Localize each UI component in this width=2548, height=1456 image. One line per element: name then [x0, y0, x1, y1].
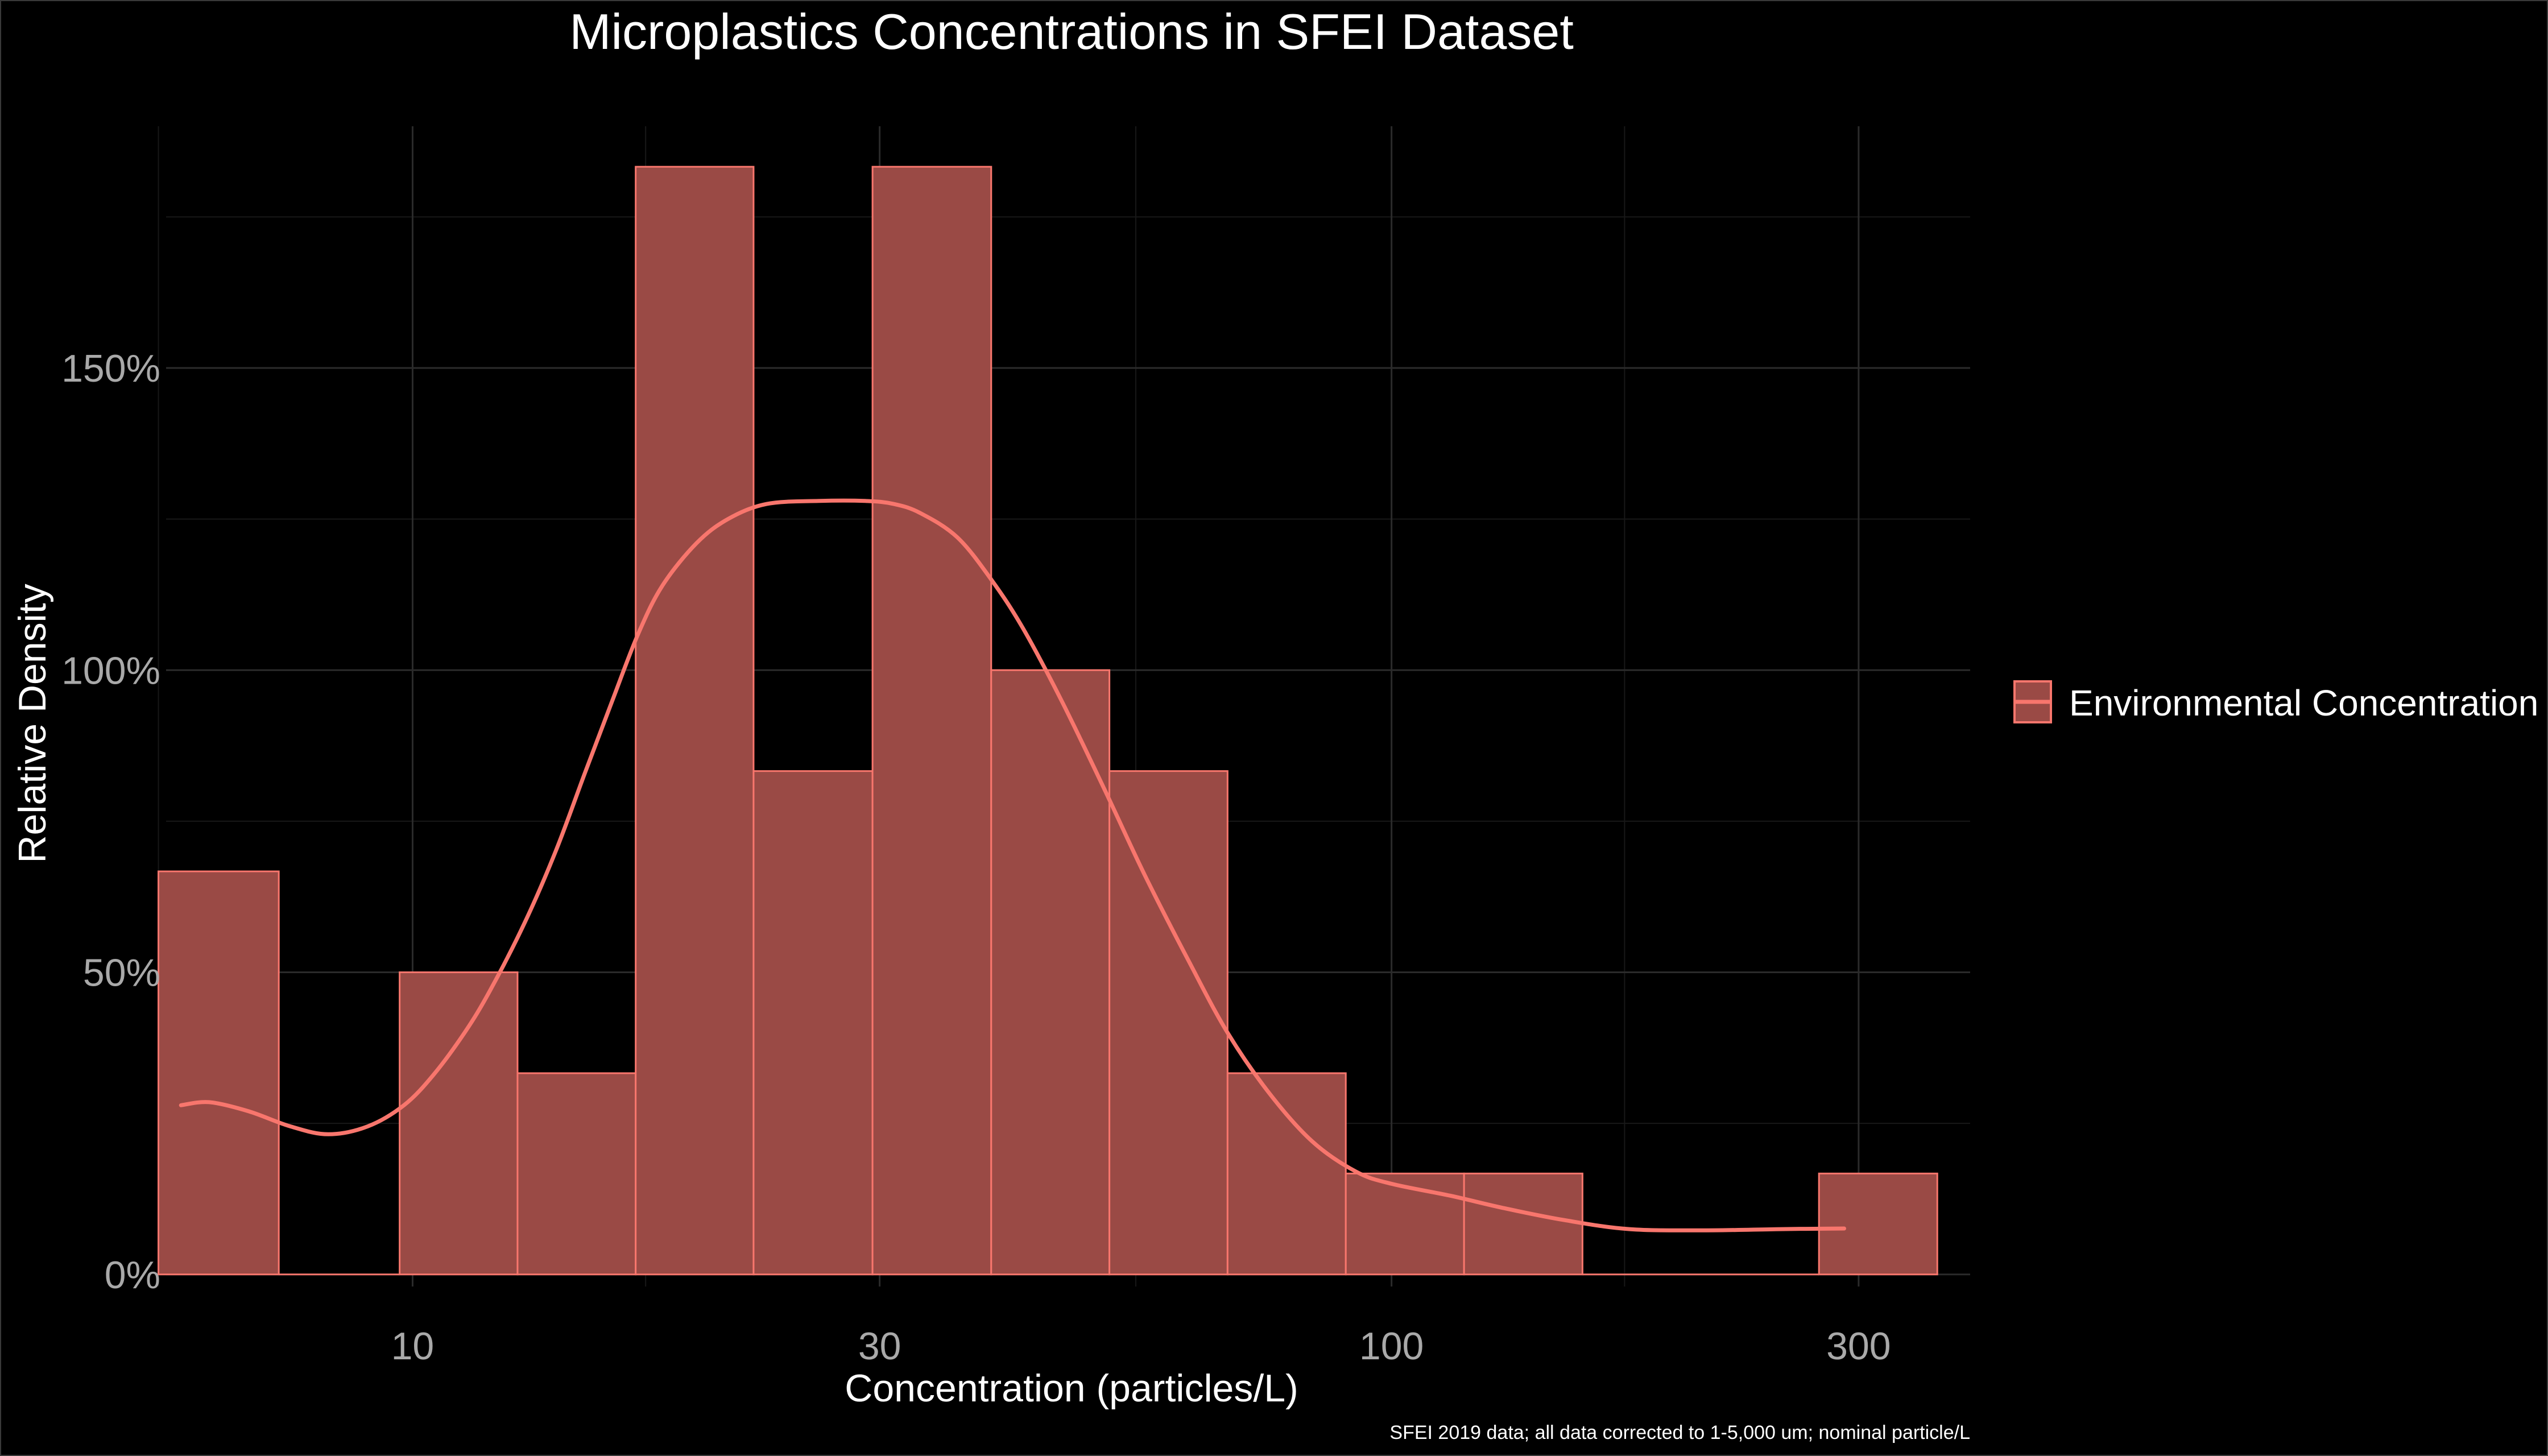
x-axis-tick-labels: 10 30 100 300 [391, 1325, 1891, 1368]
histogram-bars [158, 166, 1938, 1276]
histogram-bar [399, 971, 519, 1276]
x-tick-label: 100 [1359, 1325, 1424, 1368]
y-tick-label: 0% [105, 1254, 160, 1297]
density-curve-layer [179, 498, 1846, 1232]
histogram-bar [752, 770, 874, 1276]
chart-caption: SFEI 2019 data; all data corrected to 1-… [1389, 1422, 1970, 1443]
x-axis-title: Concentration (particles/L) [845, 1367, 1298, 1410]
legend-label: Environmental Concentration [2069, 682, 2538, 723]
histogram-bar [871, 166, 992, 1276]
histogram-bar [516, 1072, 637, 1276]
chart-title: Microplastics Concentrations in SFEI Dat… [569, 3, 1574, 60]
y-tick-label: 50% [83, 952, 160, 995]
histogram-bar [990, 669, 1111, 1276]
density-curve [179, 498, 1846, 1232]
histogram-bar [1818, 1172, 1938, 1276]
histogram-bar [1345, 1172, 1465, 1276]
x-tick-label: 300 [1826, 1325, 1891, 1368]
histogram-bar [1108, 770, 1228, 1276]
x-tick-label: 10 [391, 1325, 435, 1368]
y-axis-title: Relative Density [11, 584, 54, 863]
histogram-bar [635, 166, 755, 1276]
histogram-bar [1226, 1072, 1347, 1276]
y-tick-label: 100% [61, 649, 160, 692]
histogram-bar [158, 870, 280, 1276]
x-tick-label: 30 [858, 1325, 901, 1368]
histogram-bar [1463, 1172, 1583, 1276]
legend: Environmental Concentration [2013, 680, 2538, 723]
y-axis-tick-labels: 0% 50% 100% 150% [61, 347, 160, 1297]
y-tick-label: 150% [61, 347, 160, 390]
